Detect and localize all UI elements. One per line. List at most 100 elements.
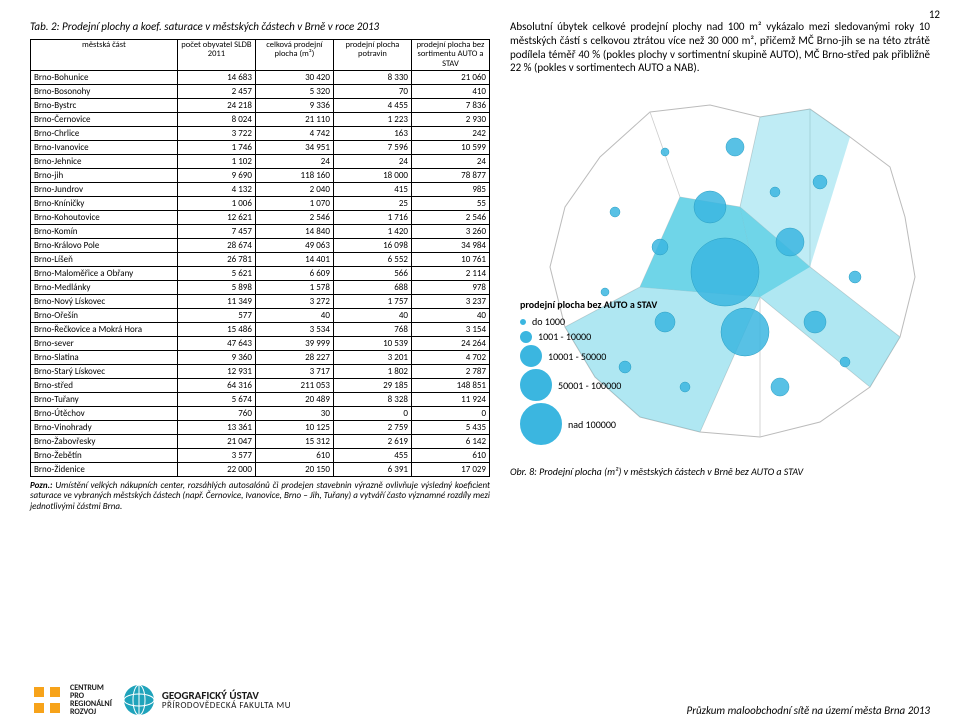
table-cell: Brno-Bystrc [31,99,178,113]
table-row: Brno-Ořešín577404040 [31,309,490,323]
logo-geo-text: GEOGRAFICKÝ ÚSTAV PŘÍRODOVĚDECKÁ FAKULTA… [162,690,291,710]
table-cell: Brno-Bohunice [31,71,178,85]
table-cell: 10 125 [255,421,333,435]
table-cell: 14 401 [255,253,333,267]
table-row: Brno-Starý Lískovec12 9313 7171 8022 787 [31,365,490,379]
legend-circle-icon [520,319,526,325]
table-cell: 5 320 [255,85,333,99]
table-cell: 8 024 [177,113,255,127]
legend-circle-icon [520,331,532,343]
left-column: Tab. 2: Prodejní plochy a koef. saturace… [30,20,490,512]
table-cell: 10 761 [411,253,489,267]
table-cell: 0 [411,407,489,421]
logo-crr: CENTRUM PRO REGIONÁLNÍ ROZVOJ [30,683,112,717]
table-cell: Brno-Žebětín [31,449,178,463]
table-cell: Brno-Ořešín [31,309,178,323]
table-header: městská část [31,40,178,71]
table-cell: Brno-Nový Lískovec [31,295,178,309]
table-cell: Brno-Řečkovice a Mokrá Hora [31,323,178,337]
logo-crr-icon [30,683,64,717]
table-cell: 11 349 [177,295,255,309]
table-cell: 8 330 [333,71,411,85]
logo-geo: GEOGRAFICKÝ ÚSTAV PŘÍRODOVĚDECKÁ FAKULTA… [122,683,291,717]
table-cell: 39 999 [255,337,333,351]
table-cell: 20 489 [255,393,333,407]
table-cell: 610 [255,449,333,463]
table-cell: 21 110 [255,113,333,127]
table-cell: 40 [411,309,489,323]
table-cell: 4 455 [333,99,411,113]
table-cell: 12 621 [177,211,255,225]
table-cell: 2 546 [255,211,333,225]
table-row: Brno-Kníničky1 0061 0702555 [31,197,490,211]
table-cell: 26 781 [177,253,255,267]
table-cell: Brno-Černovice [31,113,178,127]
table-cell: 455 [333,449,411,463]
table-cell: 18 000 [333,169,411,183]
table-cell: 16 098 [333,239,411,253]
table-cell: 2 619 [333,435,411,449]
table-row: Brno-Útěchov7603000 [31,407,490,421]
table-cell: 70 [333,85,411,99]
table-cell: 610 [411,449,489,463]
table-header: celková prodejní plocha (m²) [255,40,333,71]
table-header: počet obyvatel SLDB 2011 [177,40,255,71]
legend-circle-icon [520,369,552,401]
table-cell: 3 577 [177,449,255,463]
table-cell: 3 260 [411,225,489,239]
table-cell: 5 898 [177,281,255,295]
table-cell: 566 [333,267,411,281]
table-cell: 24 218 [177,99,255,113]
table-cell: 1 070 [255,197,333,211]
table-cell: 15 312 [255,435,333,449]
table-cell: 25 [333,197,411,211]
table-cell: Brno-Jundrov [31,183,178,197]
table-row: Brno-Kohoutovice12 6212 5461 7162 546 [31,211,490,225]
table-cell: 3 722 [177,127,255,141]
table-cell: 13 361 [177,421,255,435]
table-cell: 29 185 [333,379,411,393]
table-cell: Brno-Medlánky [31,281,178,295]
table-cell: 22 000 [177,463,255,477]
legend-label: 1001 - 10000 [538,330,591,343]
table-cell: 12 931 [177,365,255,379]
table-cell: 1 223 [333,113,411,127]
table-cell: 30 [255,407,333,421]
table-cell: Brno-Líšeň [31,253,178,267]
table-cell: 28 674 [177,239,255,253]
table-cell: 4 702 [411,351,489,365]
table-cell: 163 [333,127,411,141]
table-header: prodejní plocha bez sortimentu AUTO a ST… [411,40,489,71]
table-cell: Brno-Jehnice [31,155,178,169]
logo-geo-icon [122,683,156,717]
table-row: Brno-Královo Pole28 67449 06316 09834 98… [31,239,490,253]
table-cell: 34 951 [255,141,333,155]
table-cell: 21 047 [177,435,255,449]
table-cell: 10 539 [333,337,411,351]
table-cell: 3 201 [333,351,411,365]
note-text: Umístění velkých nákupních center, rozsá… [30,480,490,512]
table-cell: 40 [255,309,333,323]
table-cell: 148 851 [411,379,489,393]
table-cell: Brno-Slatina [31,351,178,365]
table-cell: 6 552 [333,253,411,267]
legend-row: 1001 - 10000 [520,330,657,343]
table-cell: 8 328 [333,393,411,407]
page-number: 12 [929,8,940,21]
table-cell: Brno-Útěchov [31,407,178,421]
table-row: Brno-jih9 690118 16018 00078 877 [31,169,490,183]
table-row: Brno-Medlánky5 8981 578688978 [31,281,490,295]
table-cell: 577 [177,309,255,323]
table-cell: 20 150 [255,463,333,477]
table-row: Brno-Vinohrady13 36110 1252 7595 435 [31,421,490,435]
table-row: Brno-Komín7 45714 8401 4203 260 [31,225,490,239]
table-header: prodejní plocha potravin [333,40,411,71]
table-cell: 1 420 [333,225,411,239]
table-cell: 3 237 [411,295,489,309]
map-legend: prodejní plocha bez AUTO a STAV do 10001… [520,298,657,447]
table-cell: 24 [255,155,333,169]
table-cell: 24 [411,155,489,169]
table-cell: 2 546 [411,211,489,225]
table-cell: Brno-Chrlice [31,127,178,141]
table-cell: 768 [333,323,411,337]
